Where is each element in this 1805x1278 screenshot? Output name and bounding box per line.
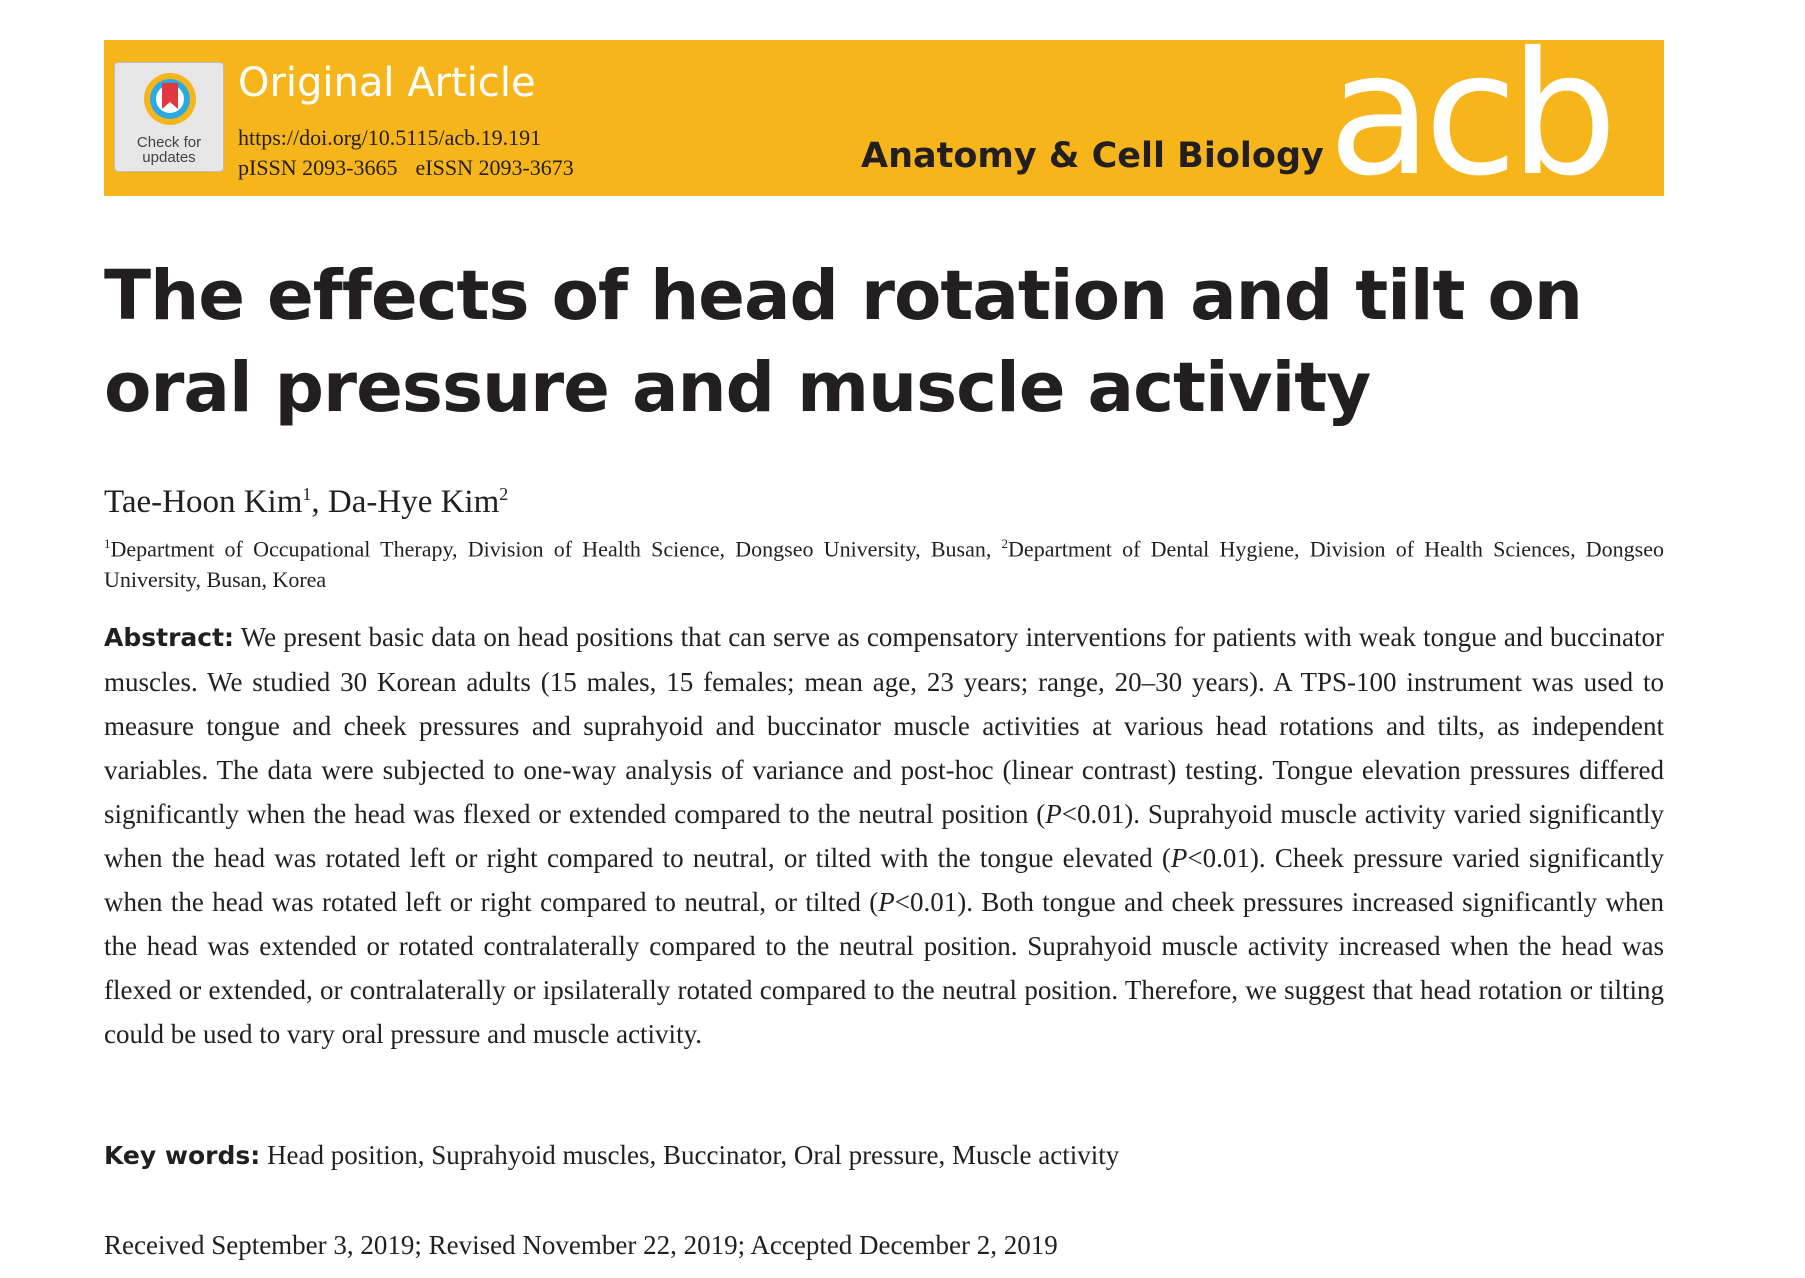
affiliation-marker: 1 (104, 536, 111, 551)
abstract-text: ). Cheek pressure varied significantly w… (104, 843, 1664, 917)
author-affiliation-marker: 1 (302, 484, 312, 504)
check-for-updates-icon (144, 73, 196, 125)
badge-line-2: updates (142, 149, 196, 166)
p-value: <0.01 (894, 887, 958, 917)
article-type-label: Original Article (238, 60, 536, 106)
keywords-text: Head position, Suprahyoid muscles, Bucci… (260, 1140, 1120, 1170)
author-name: Da-Hye Kim (327, 484, 500, 520)
abstract-text: ). Suprahyoid muscle activity varied sig… (104, 799, 1665, 873)
abstract-text: We present basic data on head positions … (104, 622, 1664, 829)
publication-dates: Received September 3, 2019; Revised Nove… (104, 1230, 1058, 1260)
author-separator: , (311, 484, 328, 520)
abstract: Abstract: We present basic data on head … (104, 615, 1664, 1056)
author-affiliation-marker: 2 (499, 484, 509, 504)
article-title: The effects of head rotation and tilt on… (104, 256, 1583, 428)
affiliation-text: Department of Dental Hygiene, Division o… (104, 536, 1664, 593)
abstract-text: ). Both tongue and cheek pressures incre… (104, 887, 1664, 1049)
journal-header-banner: Check for updates Original Article https… (104, 40, 1664, 196)
eissn: eISSN 2093-3673 (415, 155, 574, 180)
doi-link[interactable]: https://doi.org/10.5115/acb.19.191 (238, 125, 542, 150)
author-name: Tae-Hoon Kim (104, 484, 303, 520)
keywords-label: Key words: (104, 1141, 261, 1170)
p-symbol: P (878, 887, 895, 917)
keywords: Key words: Head position, Suprahyoid mus… (104, 1140, 1119, 1171)
p-symbol: P (1170, 843, 1188, 873)
badge-line-1: Check for (136, 134, 202, 151)
journal-logo: acb (1328, 40, 1618, 196)
pissn: pISSN 2093-3665 (238, 155, 398, 180)
journal-name: Anatomy & Cell Biology (861, 136, 1324, 176)
issn-line: pISSN 2093-3665 eISSN 2093-3673 (238, 155, 574, 181)
p-symbol: P (1045, 799, 1062, 829)
author-list: Tae-Hoon Kim1, Da-Hye Kim2 (104, 484, 508, 521)
affiliation-text: Department of Occupational Therapy, Divi… (110, 536, 1002, 562)
affiliation-marker: 2 (1001, 536, 1009, 551)
p-value: <0.01 (1061, 799, 1125, 829)
check-for-updates-badge[interactable]: Check for updates (114, 62, 224, 172)
affiliations: 1Department of Occupational Therapy, Div… (104, 528, 1664, 595)
p-value: <0.01 (1187, 843, 1250, 873)
abstract-label: Abstract: (104, 623, 235, 652)
